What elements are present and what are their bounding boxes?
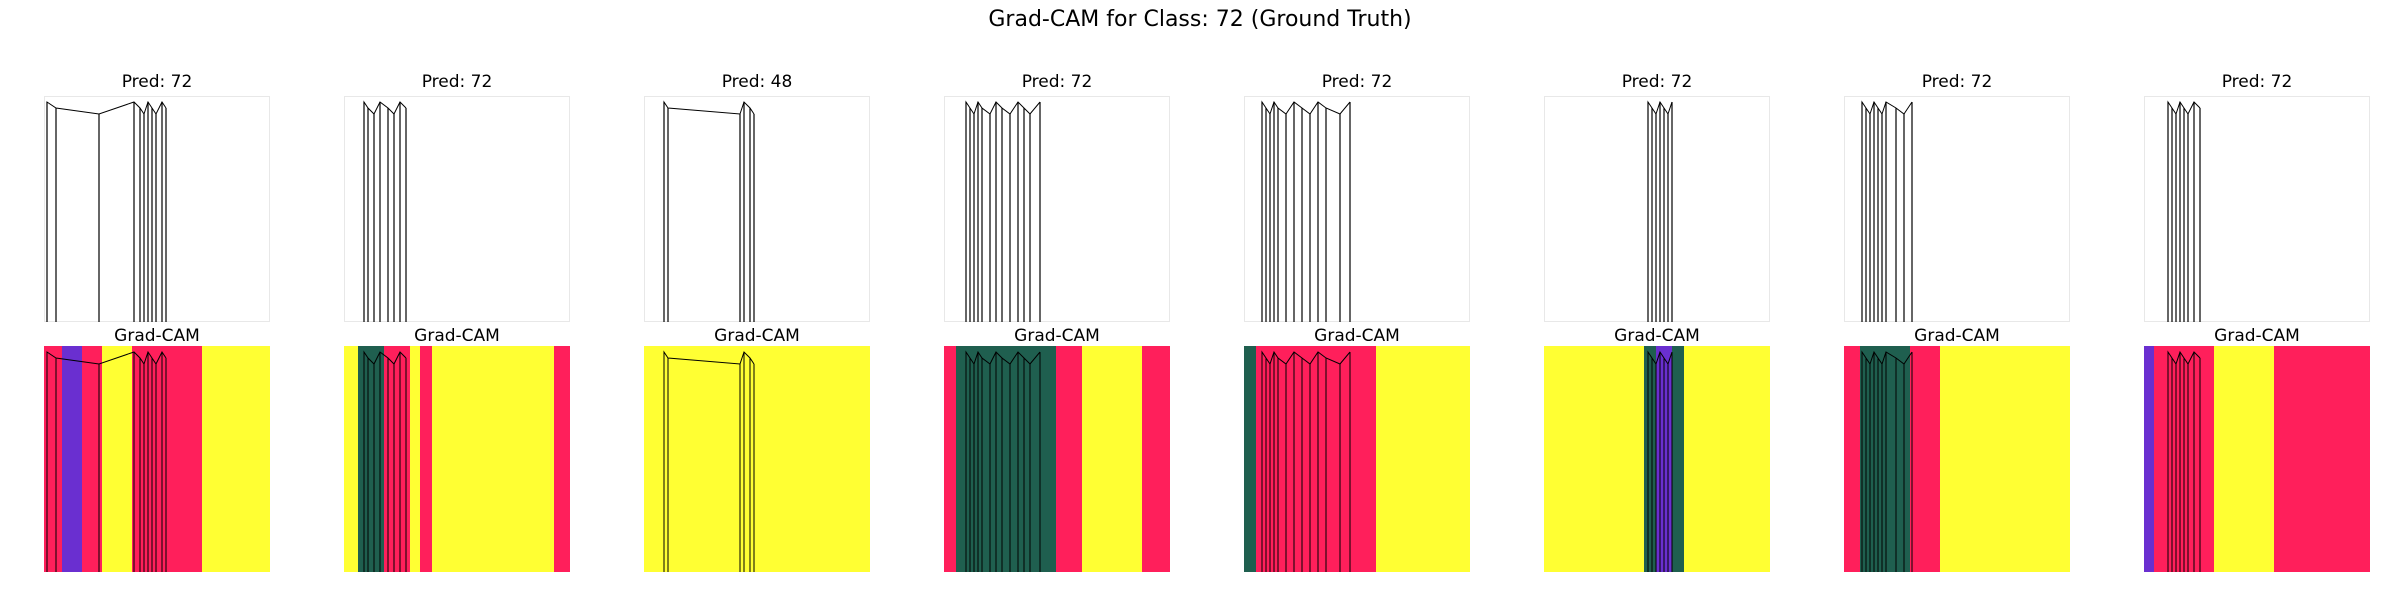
pred-label: Pred: 72 [421,72,493,92]
gradcam-heatmap [1244,346,1470,572]
heat-region [1844,346,1860,572]
input-image [1844,96,2070,322]
gradcam-heatmap [344,346,570,572]
heat-region [202,346,270,572]
heat-region [1644,346,1656,572]
pred-label: Pred: 72 [1921,72,1993,92]
heat-region [102,346,132,572]
gradcam-label: Grad-CAM [1014,326,1100,346]
heat-region [1684,346,1770,572]
gradcam-heatmap [944,346,1170,572]
input-image [1544,96,1770,322]
input-panel [644,96,870,322]
heat-region [1082,346,1142,572]
heat-region [2274,346,2370,572]
heat-region [344,346,358,572]
pred-label: Pred: 48 [721,72,793,92]
stroke-top [1647,100,1673,116]
gradcam-label: Grad-CAM [2214,326,2300,346]
heat-region [162,346,202,572]
gradcam-panel [944,346,1170,572]
gradcam-heatmap [1844,346,2070,572]
input-panel [2144,96,2370,322]
input-image [44,96,270,322]
gradcam-heatmap [44,346,270,572]
input-image [2144,96,2370,322]
heat-region [944,346,956,572]
heat-region [2144,346,2154,572]
heat-region [44,346,62,572]
gradcam-panel [1244,346,1470,572]
gradcam-label: Grad-CAM [114,326,200,346]
input-panel [1244,96,1470,322]
heat-region [1244,346,1256,572]
gradcam-panel [2144,346,2370,572]
input-panel [344,96,570,322]
heat-region [1860,346,1910,572]
input-image [1244,96,1470,322]
heat-region [410,346,420,572]
heat-region [1256,346,1376,572]
gradcam-panel [644,346,870,572]
input-panel [944,96,1170,322]
pred-label: Pred: 72 [1021,72,1093,92]
stroke-top [965,100,1041,116]
pred-label: Pred: 72 [2221,72,2293,92]
input-image [344,96,570,322]
heat-region [82,346,102,572]
heat-region [432,346,564,572]
gradcam-panel [44,346,270,572]
stroke-top [1647,350,1673,366]
stroke-top [965,350,1041,366]
gradcam-panel [1844,346,2070,572]
gradcam-label: Grad-CAM [714,326,800,346]
heat-region [1376,346,1470,572]
gradcam-label: Grad-CAM [414,326,500,346]
heat-region [2214,346,2274,572]
input-panel [1844,96,2070,322]
heat-region [132,346,162,572]
stroke-top [46,350,167,366]
heat-region [956,346,1056,572]
heat-region [1910,346,1940,572]
gradcam-label: Grad-CAM [1614,326,1700,346]
heat-region [1940,346,2070,572]
pred-label: Pred: 72 [1621,72,1693,92]
gradcam-label: Grad-CAM [1914,326,2000,346]
input-panel [44,96,270,322]
input-image [944,96,1170,322]
stroke-top [1261,350,1351,366]
gradcam-panel [1544,346,1770,572]
heat-region [62,346,82,572]
gradcam-label: Grad-CAM [1314,326,1400,346]
input-panel [1544,96,1770,322]
stroke-top [1261,100,1351,116]
heat-region [644,346,870,572]
pred-label: Pred: 72 [121,72,193,92]
gradcam-heatmap [2144,346,2370,572]
input-image [644,96,870,322]
heat-region [1672,346,1684,572]
heat-region [1142,346,1170,572]
heat-region [1544,346,1644,572]
figure-title: Grad-CAM for Class: 72 (Ground Truth) [988,7,1412,32]
heat-region [1056,346,1082,572]
heat-region [420,346,432,572]
heat-region [554,346,570,572]
gradcam-heatmap [644,346,870,572]
gradcam-panel [344,346,570,572]
stroke-top [46,100,167,116]
pred-label: Pred: 72 [1321,72,1393,92]
gradcam-heatmap [1544,346,1770,572]
